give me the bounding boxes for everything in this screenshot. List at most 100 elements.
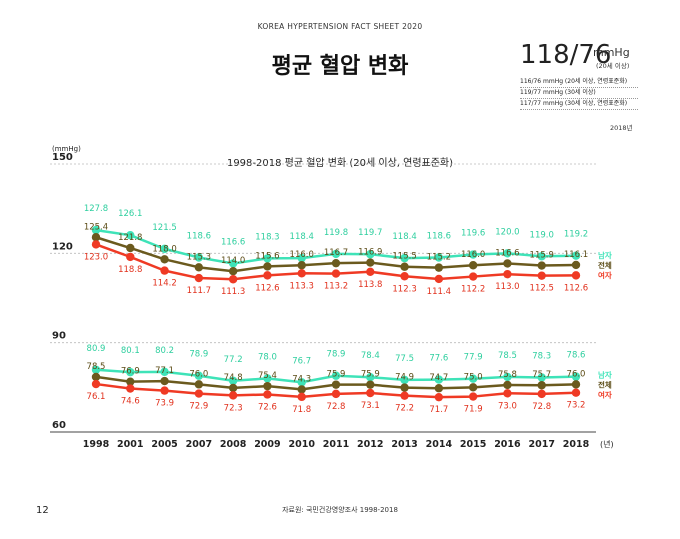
data-point (263, 374, 272, 383)
data-label: 113.2 (324, 282, 348, 292)
data-point (126, 384, 135, 393)
data-label: 74.7 (429, 373, 448, 383)
data-point (468, 261, 478, 270)
series-legend-label: 여자 (598, 270, 612, 280)
data-point (160, 376, 169, 386)
data-label: 125.4 (84, 222, 108, 232)
page-number: 12 (36, 505, 49, 516)
data-label: 119.7 (358, 228, 382, 238)
x-tick-label: 2013 (391, 439, 417, 450)
data-label: 126.1 (118, 209, 142, 219)
data-label: 118.6 (427, 232, 451, 242)
data-point (263, 262, 272, 271)
data-label: 118.8 (118, 265, 142, 275)
data-point (297, 378, 306, 387)
data-label: 123.0 (84, 252, 108, 262)
data-point (160, 386, 169, 395)
data-point (400, 391, 409, 400)
data-point (228, 383, 238, 393)
data-point (468, 272, 478, 281)
data-label: 72.8 (327, 402, 346, 412)
data-point (537, 261, 546, 270)
data-point (194, 389, 204, 398)
data-label: 78.4 (361, 351, 380, 361)
data-label: 118.3 (255, 232, 279, 242)
x-tick-label: 2008 (220, 439, 247, 450)
data-point (366, 250, 375, 259)
data-label: 76.9 (121, 367, 140, 377)
data-point (537, 373, 546, 382)
data-label: 72.2 (395, 404, 414, 414)
data-point (91, 240, 101, 249)
data-point (194, 253, 204, 262)
data-point (468, 250, 478, 259)
data-label: 118.4 (392, 232, 416, 242)
data-label: 75.8 (498, 370, 517, 380)
data-label: 73.9 (155, 399, 174, 409)
data-point (434, 274, 444, 284)
data-label: 75.7 (532, 370, 551, 380)
x-axis-unit: (년) (600, 439, 614, 449)
data-label: 75.9 (327, 370, 346, 380)
data-label: 78.0 (258, 352, 277, 362)
data-label: 76.7 (292, 356, 311, 366)
page-title: 평균 혈압 변화 (271, 54, 409, 79)
data-label: 118.0 (152, 244, 176, 254)
data-point (468, 383, 478, 392)
data-point (571, 372, 581, 381)
data-label: 111.7 (187, 286, 211, 296)
data-point (571, 388, 581, 397)
data-label: 72.3 (224, 403, 243, 413)
data-label: 73.0 (498, 401, 517, 411)
series-legend-label: 전체 (598, 379, 612, 389)
data-label: 112.6 (255, 283, 279, 293)
data-label: 113.3 (290, 281, 314, 291)
data-point (503, 259, 512, 268)
data-label: 111.3 (221, 287, 245, 297)
data-point (331, 380, 341, 389)
data-point (366, 388, 375, 398)
x-tick-label: 2007 (186, 439, 212, 450)
x-tick-label: 2012 (357, 439, 383, 450)
data-point (503, 389, 512, 398)
data-point (400, 272, 409, 281)
data-point (468, 374, 478, 383)
data-label: 78.9 (327, 350, 346, 360)
data-point (366, 267, 375, 276)
data-point (297, 385, 306, 394)
data-label: 115.5 (392, 252, 416, 262)
data-point (331, 269, 341, 278)
data-label: 112.5 (530, 284, 554, 294)
data-point (160, 266, 169, 275)
data-point (297, 392, 306, 402)
data-point (571, 251, 581, 260)
data-point (228, 376, 238, 385)
data-label: 116.0 (290, 250, 314, 260)
data-point (366, 373, 375, 382)
x-tick-label: 2018 (563, 439, 590, 450)
data-point (297, 253, 306, 263)
data-label: 118.6 (187, 232, 211, 242)
y-tick-label: 120 (52, 241, 73, 252)
year-note: 2018년 (610, 124, 633, 132)
data-point (194, 273, 204, 283)
data-point (366, 258, 375, 267)
data-point (400, 375, 409, 385)
data-label: 74.3 (292, 374, 311, 384)
data-label: 76.0 (189, 369, 208, 379)
source-note: 자료원: 국민건강영양조사 1998-2018 (282, 506, 398, 514)
data-point (400, 383, 409, 392)
series-legend-label: 전체 (598, 260, 612, 270)
data-point (91, 372, 101, 382)
data-label: 115.6 (255, 251, 279, 261)
summary-line: 119/77 mmHg (30세 이상) (520, 88, 638, 99)
data-point (228, 391, 238, 400)
data-label: 72.9 (189, 402, 208, 412)
data-label: 78.5 (87, 362, 106, 372)
data-point (126, 252, 135, 262)
data-point (503, 380, 512, 390)
y-axis-label: (mmHg) (52, 145, 81, 153)
data-point (263, 381, 272, 391)
data-label: 112.6 (564, 283, 588, 293)
data-point (331, 249, 341, 259)
